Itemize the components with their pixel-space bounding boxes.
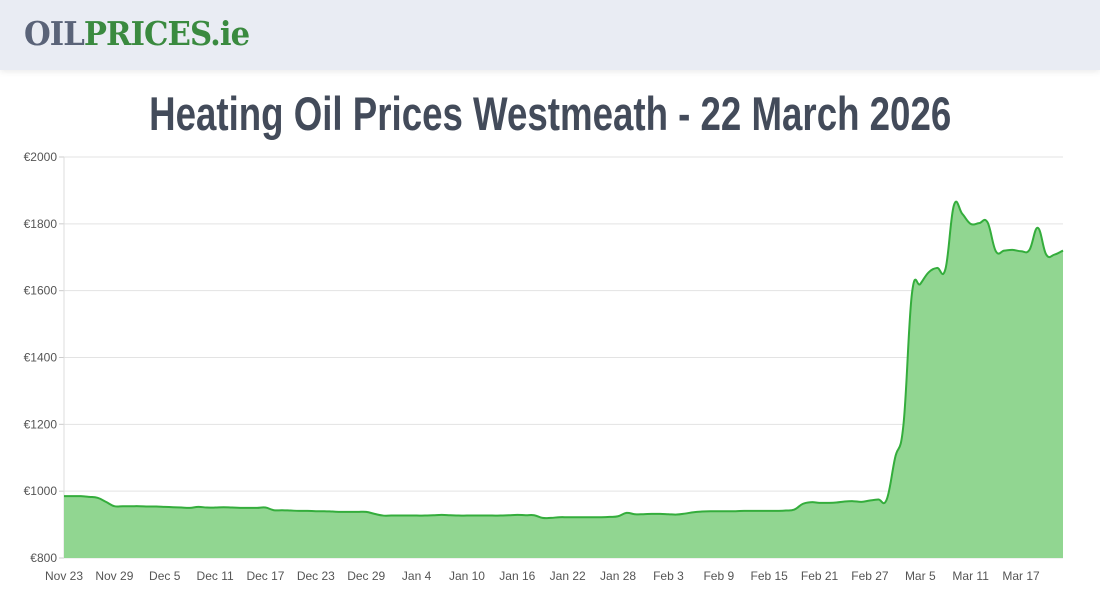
x-tick-label: Mar 17: [1002, 569, 1040, 583]
site-header: OILPRICES.ie: [0, 0, 1100, 70]
x-tick-label: Feb 15: [750, 569, 788, 583]
logo-part-prices: PRICES.ie: [83, 14, 250, 53]
price-area: [64, 201, 1063, 558]
x-tick-label: Dec 17: [246, 569, 284, 583]
y-tick-label: €800: [30, 551, 57, 565]
price-line: [64, 200, 1064, 520]
y-tick-label: €1800: [24, 217, 58, 231]
x-tick-label: Mar 11: [952, 569, 989, 583]
page-title: Heating Oil Prices Westmeath - 22 March …: [148, 87, 952, 140]
y-tick-label: €1200: [24, 417, 58, 431]
x-tick-label: Feb 27: [851, 569, 889, 583]
x-tick-label: Dec 29: [347, 569, 385, 583]
x-tick-label: Feb 21: [801, 569, 839, 583]
x-tick-label: Jan 22: [550, 569, 586, 583]
x-tick-label: Nov 29: [95, 569, 133, 583]
logo-part-oil: OIL: [24, 14, 85, 53]
y-tick-label: €2000: [24, 150, 58, 164]
y-tick-label: €1600: [24, 284, 58, 298]
x-tick-label: Dec 11: [197, 569, 234, 583]
x-tick-label: Mar 5: [905, 569, 936, 583]
y-tick-label: €1400: [24, 351, 58, 365]
y-tick-label: €1000: [24, 484, 58, 498]
x-tick-label: Jan 16: [499, 569, 535, 583]
x-tick-label: Dec 5: [149, 569, 181, 583]
x-tick-label: Nov 23: [45, 569, 83, 583]
x-tick-label: Jan 4: [402, 569, 432, 583]
x-tick-label: Dec 23: [297, 569, 335, 583]
x-tick-label: Feb 3: [653, 569, 684, 583]
x-tick-label: Feb 9: [703, 569, 734, 583]
logo[interactable]: OILPRICES.ie: [24, 14, 250, 53]
x-tick-label: Jan 28: [600, 569, 636, 583]
x-tick-label: Jan 10: [449, 569, 485, 583]
